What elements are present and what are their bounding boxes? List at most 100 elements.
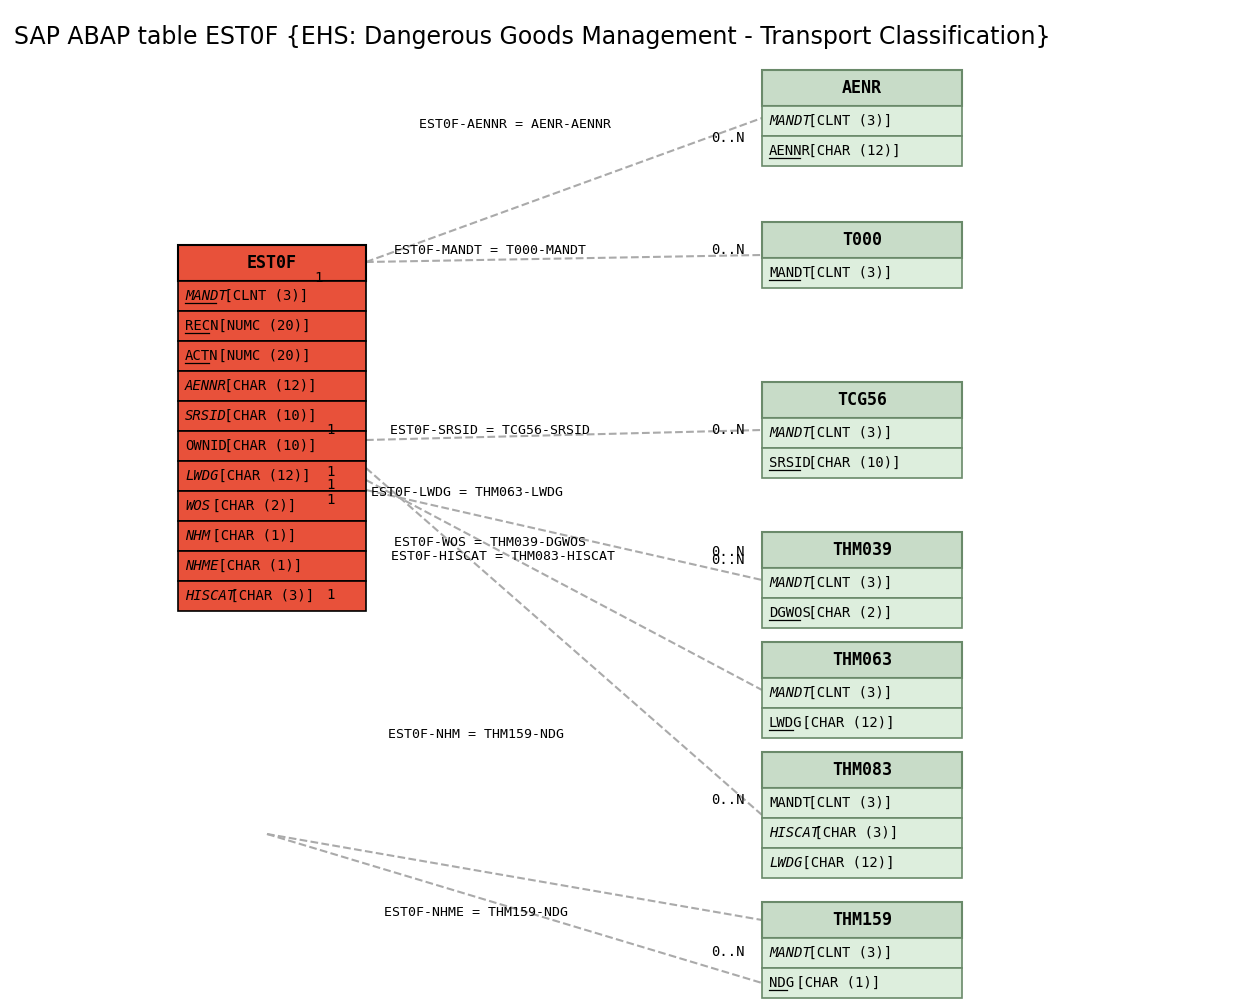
Bar <box>763 70 962 106</box>
Bar <box>763 418 962 448</box>
Text: [CHAR (1)]: [CHAR (1)] <box>787 976 880 990</box>
Bar <box>763 708 962 738</box>
Bar <box>763 752 962 788</box>
Text: [CHAR (3)]: [CHAR (3)] <box>223 589 315 603</box>
Text: HISCAT: HISCAT <box>185 589 235 603</box>
Text: MANDT: MANDT <box>769 266 811 280</box>
Text: EST0F-SRSID = TCG56-SRSID: EST0F-SRSID = TCG56-SRSID <box>391 424 590 436</box>
Bar <box>763 938 962 968</box>
Bar <box>763 258 962 288</box>
Bar <box>763 222 962 258</box>
Text: [CLNT (3)]: [CLNT (3)] <box>800 796 892 810</box>
Text: [CLNT (3)]: [CLNT (3)] <box>800 686 892 700</box>
Text: [CLNT (3)]: [CLNT (3)] <box>800 946 892 960</box>
Text: AENR: AENR <box>842 79 882 97</box>
Text: 0..N: 0..N <box>712 945 745 959</box>
Text: 1: 1 <box>326 423 335 437</box>
Text: LWDG: LWDG <box>769 856 802 870</box>
Text: MANDT: MANDT <box>769 796 811 810</box>
Text: SRSID: SRSID <box>185 409 226 423</box>
Text: [CLNT (3)]: [CLNT (3)] <box>800 576 892 590</box>
Text: [CHAR (10)]: [CHAR (10)] <box>216 409 316 423</box>
Bar <box>763 382 962 418</box>
Text: MANDT: MANDT <box>769 114 811 128</box>
Text: THM063: THM063 <box>832 651 892 669</box>
Text: [CHAR (10)]: [CHAR (10)] <box>800 456 901 470</box>
Text: SAP ABAP table EST0F {EHS: Dangerous Goods Management - Transport Classification: SAP ABAP table EST0F {EHS: Dangerous Goo… <box>14 25 1051 49</box>
Text: LWDG: LWDG <box>769 716 802 730</box>
Text: [CHAR (3)]: [CHAR (3)] <box>806 826 898 840</box>
Text: [NUMC (20)]: [NUMC (20)] <box>210 319 310 333</box>
Text: EST0F-AENNR = AENR-AENNR: EST0F-AENNR = AENR-AENNR <box>419 118 611 131</box>
Text: 0..N: 0..N <box>712 243 745 257</box>
Text: [CHAR (1)]: [CHAR (1)] <box>204 529 296 543</box>
Text: LWDG: LWDG <box>185 469 219 483</box>
Text: AENNR: AENNR <box>769 144 811 158</box>
Bar <box>178 551 366 581</box>
Bar <box>178 281 366 311</box>
Text: [CHAR (12)]: [CHAR (12)] <box>794 856 894 870</box>
Bar <box>178 371 366 401</box>
Text: 0..N: 0..N <box>712 131 745 145</box>
Text: EST0F-NHME = THM159-NDG: EST0F-NHME = THM159-NDG <box>384 906 569 918</box>
Bar <box>178 461 366 491</box>
Bar <box>763 598 962 628</box>
Text: [CHAR (2)]: [CHAR (2)] <box>204 499 296 513</box>
Text: MANDT: MANDT <box>769 576 811 590</box>
Text: [CLNT (3)]: [CLNT (3)] <box>800 114 892 128</box>
Text: NHME: NHME <box>185 559 219 573</box>
Text: EST0F-MANDT = T000-MANDT: EST0F-MANDT = T000-MANDT <box>394 243 586 256</box>
Text: MANDT: MANDT <box>185 289 226 303</box>
Text: MANDT: MANDT <box>769 946 811 960</box>
Bar <box>178 401 366 431</box>
Text: 1: 1 <box>326 493 335 507</box>
Text: EST0F-HISCAT = THM083-HISCAT: EST0F-HISCAT = THM083-HISCAT <box>391 550 615 562</box>
Text: 0..N: 0..N <box>712 423 745 437</box>
Text: [CHAR (12)]: [CHAR (12)] <box>794 716 894 730</box>
Text: [CHAR (2)]: [CHAR (2)] <box>800 606 892 620</box>
Text: EST0F: EST0F <box>248 254 297 272</box>
Text: 1: 1 <box>326 478 335 492</box>
Text: THM039: THM039 <box>832 541 892 559</box>
Text: [CHAR (12)]: [CHAR (12)] <box>210 469 310 483</box>
Text: OWNID: OWNID <box>185 439 226 453</box>
Text: 0..N: 0..N <box>712 553 745 567</box>
Text: [CHAR (12)]: [CHAR (12)] <box>800 144 901 158</box>
Bar <box>178 311 366 341</box>
Text: THM083: THM083 <box>832 761 892 779</box>
Bar <box>763 568 962 598</box>
Text: 0..N: 0..N <box>712 545 745 559</box>
Text: MANDT: MANDT <box>769 686 811 700</box>
Bar <box>763 106 962 136</box>
Bar <box>763 968 962 998</box>
Text: SRSID: SRSID <box>769 456 811 470</box>
Text: WOS: WOS <box>185 499 210 513</box>
Text: EST0F-WOS = THM039-DGWOS: EST0F-WOS = THM039-DGWOS <box>394 536 586 548</box>
Bar <box>178 581 366 611</box>
Text: [CLNT (3)]: [CLNT (3)] <box>216 289 309 303</box>
Bar <box>178 521 366 551</box>
Text: THM159: THM159 <box>832 911 892 929</box>
Bar <box>763 136 962 166</box>
Bar <box>178 491 366 521</box>
Text: AENNR: AENNR <box>185 379 226 393</box>
Text: [CHAR (10)]: [CHAR (10)] <box>216 439 316 453</box>
Text: TCG56: TCG56 <box>837 391 887 409</box>
Text: RECN: RECN <box>185 319 219 333</box>
Text: T000: T000 <box>842 231 882 249</box>
Text: [CHAR (1)]: [CHAR (1)] <box>210 559 302 573</box>
Bar <box>178 341 366 371</box>
Text: MANDT: MANDT <box>769 426 811 440</box>
Bar <box>763 642 962 678</box>
Text: ACTN: ACTN <box>185 349 219 363</box>
Text: NDG: NDG <box>769 976 794 990</box>
Text: [CHAR (12)]: [CHAR (12)] <box>216 379 316 393</box>
Text: HISCAT: HISCAT <box>769 826 820 840</box>
Bar <box>763 818 962 848</box>
Bar <box>763 848 962 878</box>
Bar <box>763 678 962 708</box>
Bar <box>178 431 366 461</box>
Text: DGWOS: DGWOS <box>769 606 811 620</box>
Text: 0..N: 0..N <box>712 793 745 807</box>
Text: NHM: NHM <box>185 529 210 543</box>
